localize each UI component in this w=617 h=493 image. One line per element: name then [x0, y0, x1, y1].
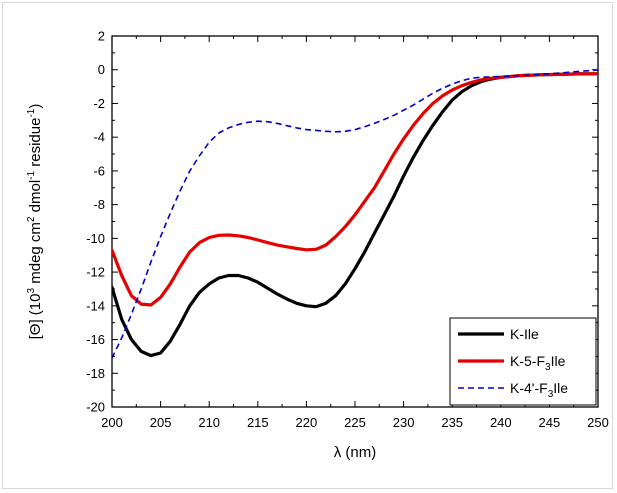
y-axis-label-part: 3: [26, 288, 37, 294]
legend-label-subscript: 3: [545, 362, 551, 373]
x-tick-label: 230: [393, 415, 415, 430]
x-tick-label: 200: [101, 415, 123, 430]
x-tick-label: 225: [344, 415, 366, 430]
y-axis-label-part: 2: [26, 216, 37, 222]
y-tick-label: -4: [93, 130, 105, 145]
x-tick-label: 240: [490, 415, 512, 430]
y-axis-label-part: ): [27, 104, 44, 109]
y-axis-label-part: mdeg cm: [27, 222, 44, 288]
legend-label-part: Ile: [553, 380, 568, 396]
y-tick-label: -10: [86, 231, 105, 246]
legend-label-part: K-4'-F: [510, 380, 548, 396]
y-axis-label-part: [Θ] (10: [27, 294, 44, 340]
figure-frame: [2, 2, 613, 489]
x-tick-label: 220: [296, 415, 318, 430]
y-axis-label-part: dmol: [27, 180, 44, 217]
legend-label-2: K-4'-F3Ile: [510, 380, 568, 400]
y-tick-label: -6: [93, 163, 105, 178]
y-tick-label: -8: [93, 197, 105, 212]
legend-label-subscript: 3: [548, 389, 554, 400]
y-tick-label: -12: [86, 265, 105, 280]
x-tick-label: 235: [441, 415, 463, 430]
legend-label-1: K-5-F3Ile: [510, 353, 566, 373]
series-line-2: [112, 69, 598, 359]
y-tick-label: -14: [86, 298, 105, 313]
legend-label-part: K-Ile: [510, 326, 539, 342]
x-tick-label: 210: [198, 415, 220, 430]
y-tick-label: -18: [86, 366, 105, 381]
x-tick-label: 250: [587, 415, 609, 430]
y-tick-label: 0: [98, 62, 105, 77]
y-tick-label: -20: [86, 400, 105, 415]
y-tick-label: 2: [98, 29, 105, 44]
series-line-1: [112, 72, 598, 307]
y-axis-label-part: -1: [26, 170, 37, 179]
y-axis-label-part: -1: [26, 108, 37, 117]
x-tick-label: 245: [539, 415, 561, 430]
x-tick-label: 215: [247, 415, 269, 430]
y-tick-label: -2: [93, 96, 105, 111]
x-axis-label: λ (nm): [334, 444, 377, 461]
legend-label-part: Ile: [551, 353, 566, 369]
y-axis-label: [Θ] (103 mdeg cm2 dmol-1 residue-1): [26, 104, 44, 340]
y-tick-label: -16: [86, 332, 105, 347]
x-tick-label: 205: [150, 415, 172, 430]
series-line-0: [112, 72, 598, 358]
y-axis-label-part: residue: [27, 118, 44, 171]
legend-label-0: K-Ile: [510, 326, 539, 342]
legend-label-part: K-5-F: [510, 353, 545, 369]
